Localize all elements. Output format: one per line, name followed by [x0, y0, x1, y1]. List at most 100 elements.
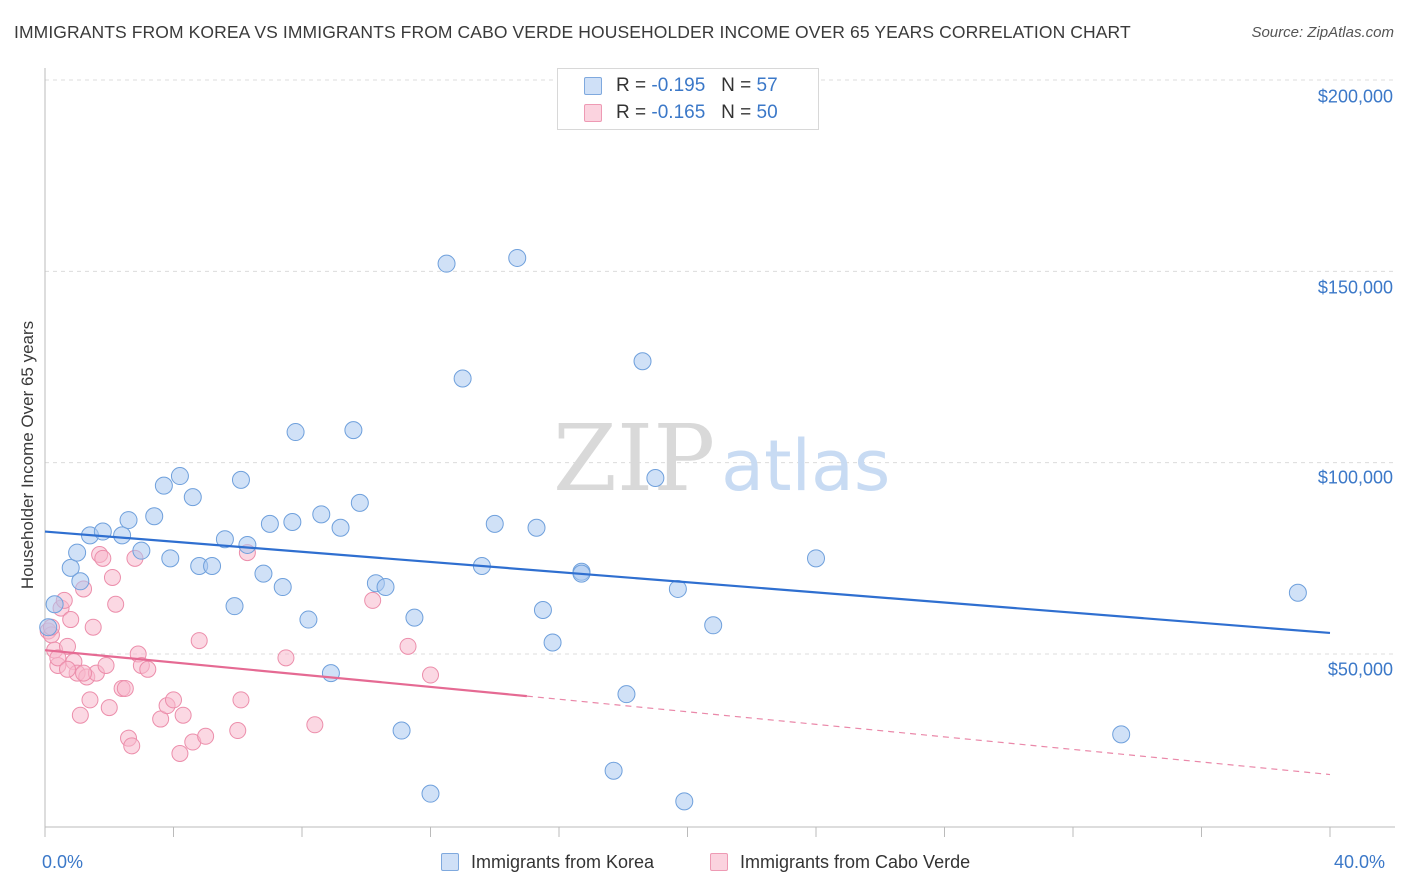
data-point [453, 369, 472, 388]
data-point [81, 691, 99, 709]
data-point [299, 610, 318, 629]
data-point [1112, 725, 1131, 744]
data-point [232, 691, 250, 709]
r-value-cabo-verde: -0.165 [651, 102, 706, 123]
watermark: ZIPatlas [553, 405, 890, 512]
data-point [71, 572, 90, 591]
data-point [39, 618, 58, 637]
legend-swatch [441, 853, 459, 871]
trend-line-cabo-verde [44, 649, 527, 698]
watermark-atlas: atlas [721, 425, 890, 507]
data-point [197, 727, 215, 745]
x-tick-label: 0.0% [42, 852, 84, 872]
y-axis-label: Householder Income Over 65 years [18, 320, 37, 590]
data-point [533, 600, 552, 619]
data-point [170, 467, 189, 486]
data-point [231, 470, 250, 489]
trend-line-korea [44, 530, 1331, 635]
data-point [392, 721, 411, 740]
x-tick-label: 40.0% [1334, 852, 1386, 872]
data-point [203, 556, 222, 575]
data-point [107, 595, 125, 613]
trend-extension-cabo-verde [526, 695, 1331, 776]
data-point [617, 685, 636, 704]
series-korea-points [39, 248, 1307, 811]
data-point [100, 699, 118, 717]
data-point [422, 666, 439, 684]
data-point [68, 543, 87, 562]
data-point [312, 505, 331, 524]
data-point [543, 633, 562, 652]
legend-item-korea: Immigrants from Korea [441, 852, 654, 873]
data-point [286, 423, 305, 442]
n-value-korea: 57 [756, 75, 778, 96]
data-point [229, 722, 247, 740]
y-tick-label: $200,000 [1317, 86, 1393, 107]
data-point [260, 514, 279, 533]
grid-lines [45, 79, 1395, 655]
data-point [704, 616, 723, 635]
data-point [675, 792, 694, 811]
data-point [113, 526, 132, 545]
data-point [254, 564, 273, 583]
data-point [437, 254, 456, 273]
data-point [58, 637, 76, 655]
data-point [71, 706, 89, 724]
data-point [171, 744, 189, 762]
data-point [145, 507, 164, 526]
legend-swatch-cabo-verde [584, 104, 602, 122]
data-point [116, 679, 134, 697]
data-point [277, 649, 295, 667]
data-point [183, 488, 202, 507]
data-point [154, 476, 173, 495]
data-point [344, 421, 363, 440]
data-point [61, 558, 80, 577]
data-point [119, 511, 138, 530]
data-point [62, 611, 80, 629]
y-tick-label: $150,000 [1317, 277, 1393, 298]
data-point [633, 352, 652, 371]
correlation-legend: R = -0.195 N = 57 R = -0.165 N = 50 [557, 68, 819, 130]
data-point [103, 568, 121, 586]
data-point [94, 549, 112, 567]
data-point [306, 716, 324, 734]
data-point [49, 649, 67, 667]
y-tick-label: $100,000 [1317, 467, 1393, 488]
data-point [190, 632, 208, 650]
data-point [527, 518, 546, 537]
data-point [165, 691, 182, 709]
data-point [75, 664, 93, 682]
data-point [238, 535, 257, 554]
data-point [174, 706, 192, 724]
source-label: Source: ZipAtlas.com [1251, 24, 1394, 41]
data-point [405, 608, 424, 627]
data-point [376, 578, 395, 597]
r-value-korea: -0.195 [651, 75, 706, 96]
data-point [84, 618, 102, 636]
data-point [604, 761, 623, 780]
n-value-cabo-verde: 50 [756, 102, 778, 123]
legend-swatch [710, 853, 728, 871]
data-point [139, 660, 157, 678]
axes [44, 68, 1395, 837]
data-point [161, 549, 180, 568]
data-point [123, 737, 141, 755]
data-point [646, 468, 665, 487]
data-point [225, 597, 244, 616]
y-tick-label: $50,000 [1327, 659, 1393, 680]
data-point [58, 660, 76, 678]
data-point [364, 591, 382, 609]
data-point [97, 656, 115, 674]
watermark-zip: ZIP [553, 405, 715, 512]
data-point [1288, 583, 1307, 602]
data-point [331, 518, 350, 537]
legend-item-cabo-verde: Immigrants from Cabo Verde [710, 852, 970, 873]
data-point [485, 514, 504, 533]
legend-swatch-korea [584, 77, 602, 95]
data-point [45, 595, 64, 614]
data-point [273, 578, 292, 597]
data-point [807, 549, 825, 568]
data-point [399, 637, 417, 655]
data-point [508, 248, 527, 267]
